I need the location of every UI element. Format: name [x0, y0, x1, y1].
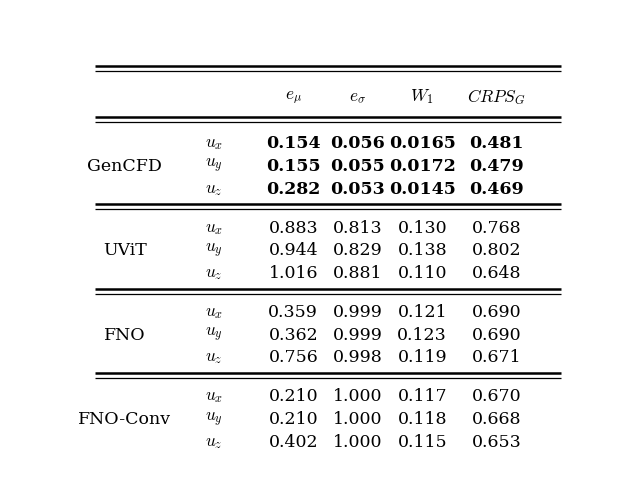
Text: 0.0165: 0.0165 — [389, 135, 456, 152]
Text: $u_x$: $u_x$ — [205, 388, 223, 405]
Text: 0.402: 0.402 — [268, 434, 318, 451]
Text: $CRPS_G$: $CRPS_G$ — [467, 87, 526, 107]
Text: 0.121: 0.121 — [397, 304, 447, 321]
Text: $u_x$: $u_x$ — [205, 135, 223, 152]
Text: $u_y$: $u_y$ — [205, 326, 223, 344]
Text: $u_y$: $u_y$ — [205, 242, 223, 260]
Text: 0.481: 0.481 — [469, 135, 524, 152]
Text: 0.282: 0.282 — [266, 181, 321, 198]
Text: 0.670: 0.670 — [472, 388, 522, 405]
Text: 0.469: 0.469 — [469, 181, 524, 198]
Text: 0.829: 0.829 — [333, 242, 383, 259]
Text: $e_{\mu}$: $e_{\mu}$ — [285, 88, 302, 105]
Text: 0.0145: 0.0145 — [389, 181, 456, 198]
Text: 0.130: 0.130 — [397, 220, 447, 237]
Text: $u_z$: $u_z$ — [205, 434, 223, 451]
Text: 0.138: 0.138 — [397, 242, 447, 259]
Text: 1.000: 1.000 — [333, 411, 383, 428]
Text: $u_y$: $u_y$ — [205, 157, 223, 175]
Text: 0.115: 0.115 — [397, 434, 447, 451]
Text: $u_x$: $u_x$ — [205, 220, 223, 237]
Text: 0.998: 0.998 — [333, 349, 383, 367]
Text: 0.055: 0.055 — [330, 158, 385, 175]
Text: 0.756: 0.756 — [268, 349, 318, 367]
Text: 0.999: 0.999 — [333, 304, 383, 321]
Text: 0.690: 0.690 — [472, 327, 522, 344]
Text: 0.944: 0.944 — [268, 242, 318, 259]
Text: $u_y$: $u_y$ — [205, 411, 223, 429]
Text: 0.362: 0.362 — [268, 327, 318, 344]
Text: 0.119: 0.119 — [397, 349, 447, 367]
Text: 0.210: 0.210 — [268, 411, 318, 428]
Text: 0.0172: 0.0172 — [389, 158, 456, 175]
Text: 0.999: 0.999 — [333, 327, 383, 344]
Text: $u_z$: $u_z$ — [205, 265, 223, 282]
Text: 0.210: 0.210 — [268, 388, 318, 405]
Text: 0.118: 0.118 — [397, 411, 447, 428]
Text: 0.117: 0.117 — [397, 388, 447, 405]
Text: FNO-Conv: FNO-Conv — [78, 411, 172, 428]
Text: $W_1$: $W_1$ — [410, 87, 434, 106]
Text: $u_x$: $u_x$ — [205, 304, 223, 321]
Text: 0.813: 0.813 — [333, 220, 383, 237]
Text: FNO: FNO — [104, 327, 145, 344]
Text: 0.881: 0.881 — [333, 265, 383, 282]
Text: UViT: UViT — [103, 242, 147, 259]
Text: $u_z$: $u_z$ — [205, 181, 223, 198]
Text: 1.000: 1.000 — [333, 388, 383, 405]
Text: 0.053: 0.053 — [330, 181, 385, 198]
Text: 0.359: 0.359 — [268, 304, 318, 321]
Text: 0.110: 0.110 — [397, 265, 447, 282]
Text: 0.479: 0.479 — [469, 158, 524, 175]
Text: 0.671: 0.671 — [472, 349, 522, 367]
Text: 0.056: 0.056 — [330, 135, 385, 152]
Text: $e_{\sigma}$: $e_{\sigma}$ — [349, 88, 366, 105]
Text: 0.883: 0.883 — [268, 220, 318, 237]
Text: 0.768: 0.768 — [472, 220, 522, 237]
Text: 0.690: 0.690 — [472, 304, 522, 321]
Text: $u_z$: $u_z$ — [205, 349, 223, 367]
Text: 0.155: 0.155 — [266, 158, 321, 175]
Text: 0.123: 0.123 — [397, 327, 447, 344]
Text: 0.668: 0.668 — [472, 411, 522, 428]
Text: GenCFD: GenCFD — [87, 158, 162, 175]
Text: 0.648: 0.648 — [472, 265, 522, 282]
Text: 0.653: 0.653 — [472, 434, 522, 451]
Text: 1.016: 1.016 — [269, 265, 318, 282]
Text: 0.802: 0.802 — [472, 242, 522, 259]
Text: 0.154: 0.154 — [266, 135, 321, 152]
Text: 1.000: 1.000 — [333, 434, 383, 451]
